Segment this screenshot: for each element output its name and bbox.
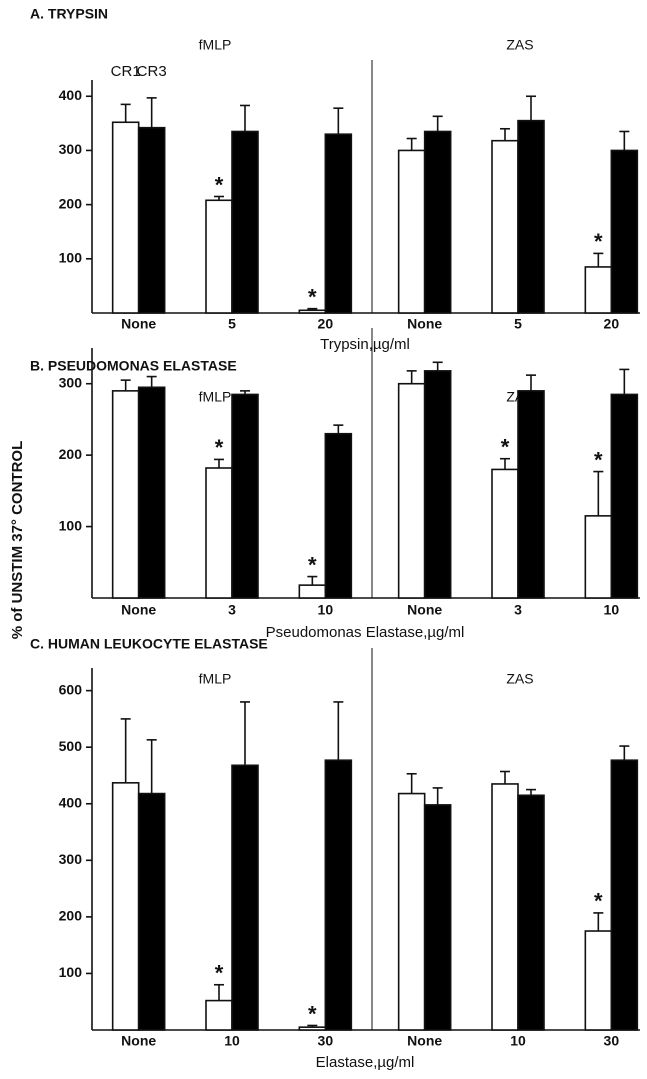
x-tick-label: 10	[224, 1033, 240, 1049]
x-tick-label: 30	[604, 1033, 620, 1049]
bar	[137, 386, 166, 599]
bar	[584, 515, 613, 599]
bar	[231, 764, 259, 1031]
bar	[610, 149, 639, 314]
x-tick-label: None	[407, 602, 442, 618]
significance-marker: *	[308, 552, 317, 577]
bar	[423, 804, 452, 1031]
significance-marker: *	[594, 229, 603, 254]
bar	[205, 199, 233, 314]
bar	[397, 149, 426, 314]
panel-title: B. PSEUDOMONAS ELASTASE	[30, 358, 237, 374]
significance-marker: *	[215, 172, 224, 197]
y-tick-label: 300	[59, 851, 83, 867]
bar	[324, 133, 353, 314]
bar	[205, 999, 233, 1031]
y-tick-label: 400	[59, 87, 83, 103]
bar	[298, 584, 327, 599]
y-tick-label: 500	[59, 738, 83, 754]
bar	[111, 782, 140, 1031]
significance-marker: *	[215, 435, 224, 460]
y-tick-label: 300	[59, 374, 83, 390]
x-tick-label: 3	[228, 602, 236, 618]
significance-marker: *	[501, 435, 510, 460]
y-tick-label: 100	[59, 964, 83, 980]
bar	[584, 266, 613, 314]
bar	[397, 382, 426, 599]
bar	[584, 930, 613, 1031]
significance-marker: *	[308, 1001, 317, 1026]
y-tick-label: 100	[59, 250, 83, 266]
x-tick-label: 10	[510, 1033, 526, 1049]
bar	[423, 370, 452, 599]
bar	[111, 390, 140, 599]
y-tick-label: 400	[59, 794, 83, 810]
bar	[491, 783, 519, 1031]
y-tick-label: 100	[59, 517, 83, 533]
x-tick-label: None	[121, 1033, 156, 1049]
bar	[137, 792, 166, 1031]
x-tick-label: 20	[318, 316, 334, 332]
group-label: ZAS	[506, 671, 533, 687]
y-tick-label: 300	[59, 141, 83, 157]
x-tick-label: 20	[604, 316, 620, 332]
legend-label: CR3	[137, 63, 167, 80]
bar	[610, 759, 639, 1031]
y-tick-label: 200	[59, 446, 83, 462]
bar	[491, 139, 519, 314]
x-tick-label: None	[121, 316, 156, 332]
x-axis-label: Elastase,µg/ml	[316, 1054, 415, 1071]
y-tick-label: 200	[59, 195, 83, 211]
bar	[231, 393, 259, 599]
x-tick-label: None	[121, 602, 156, 618]
group-label: fMLP	[199, 389, 232, 405]
x-axis-label: Pseudomonas Elastase,µg/ml	[266, 624, 465, 641]
panel-title: A. TRYPSIN	[30, 6, 108, 22]
bar	[205, 467, 233, 599]
bar	[137, 126, 166, 314]
y-tick-label: 200	[59, 908, 83, 924]
y-tick-label: 600	[59, 681, 83, 697]
bar	[324, 759, 353, 1031]
group-label: fMLP	[199, 671, 232, 687]
panel-title: C. HUMAN LEUKOCYTE ELASTASE	[30, 636, 268, 652]
legend-label: CR1	[111, 63, 141, 80]
x-tick-label: 3	[514, 602, 522, 618]
y-axis-label: % of UNSTIM 37° CONTROL	[9, 441, 26, 640]
bar	[298, 309, 327, 314]
x-tick-label: 5	[228, 316, 236, 332]
bar	[517, 390, 545, 599]
bar	[397, 792, 426, 1031]
x-tick-label: 10	[318, 602, 334, 618]
group-label: fMLP	[199, 37, 232, 53]
x-tick-label: None	[407, 316, 442, 332]
significance-marker: *	[308, 284, 317, 309]
significance-marker: *	[594, 889, 603, 914]
bar	[517, 794, 545, 1031]
bar	[231, 130, 259, 314]
significance-marker: *	[594, 447, 603, 472]
bar	[423, 130, 452, 314]
x-axis-label: Trypsin,µg/ml	[320, 336, 410, 353]
bar	[111, 121, 140, 314]
bar	[517, 119, 545, 314]
bar	[610, 393, 639, 599]
x-tick-label: 5	[514, 316, 522, 332]
x-tick-label: 10	[604, 602, 620, 618]
significance-marker: *	[215, 961, 224, 986]
x-tick-label: None	[407, 1033, 442, 1049]
bar	[298, 1026, 327, 1031]
group-label: ZAS	[506, 37, 533, 53]
x-tick-label: 30	[318, 1033, 334, 1049]
bar	[324, 432, 353, 599]
bar	[491, 468, 519, 599]
